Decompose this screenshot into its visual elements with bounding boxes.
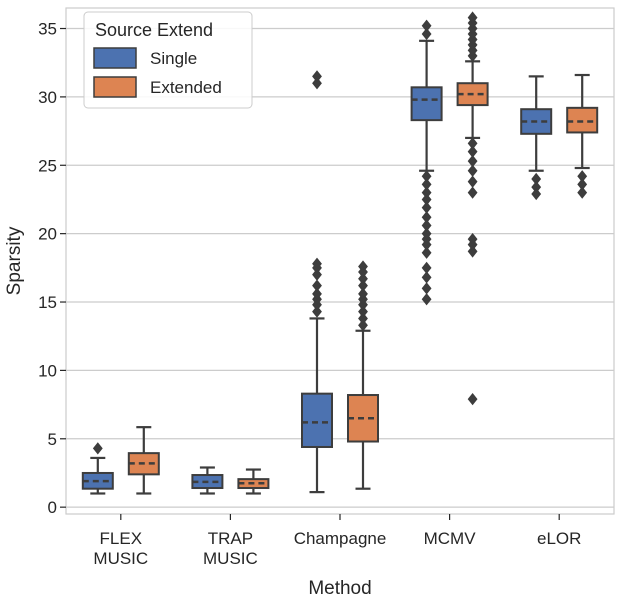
outlier-point <box>531 187 542 201</box>
outlier-point <box>421 178 432 191</box>
outlier-point <box>467 137 478 150</box>
outlier-point <box>577 186 588 199</box>
outlier-point <box>467 145 478 158</box>
outlier-point <box>312 268 322 281</box>
outlier-point <box>312 257 322 270</box>
outlier-point <box>467 245 478 258</box>
iqr-box <box>301 392 333 448</box>
box-extended-champagne <box>347 260 379 490</box>
outlier-point <box>312 279 322 292</box>
outlier-point <box>467 392 478 406</box>
y-tick-label: 25 <box>38 156 57 175</box>
y-tick-label: 5 <box>48 430 57 449</box>
outlier-point <box>421 186 432 199</box>
outlier-point <box>358 287 368 300</box>
outlier-point <box>421 201 432 214</box>
legend: Source Extend Single Extended <box>83 11 253 109</box>
outlier-point <box>312 305 322 318</box>
outlier-point <box>358 312 368 325</box>
outlier-point <box>467 175 478 188</box>
axis-ticks: 0 5 10 15 20 25 30 35 FLEX MUSIC TRAP MUSIC Champagn… <box>38 20 581 568</box>
box-extended-elor <box>566 73 599 199</box>
y-tick-label: 30 <box>38 88 57 107</box>
outlier-point <box>421 246 432 259</box>
y-tick-label: 20 <box>38 225 57 244</box>
x-tick-label-flex-music: FLEX MUSIC <box>93 529 148 568</box>
outlier-point <box>312 70 322 83</box>
outlier-point <box>421 19 432 32</box>
outlier-point <box>467 186 478 199</box>
box-series <box>81 11 599 495</box>
x-tick-label-trap-music: TRAP MUSIC <box>203 529 258 568</box>
y-tick-label: 0 <box>48 498 57 517</box>
iqr-box <box>410 86 443 122</box>
box-single-champagne <box>301 70 333 494</box>
outlier-point <box>421 227 432 240</box>
box-single-flex-music <box>81 442 114 495</box>
outlier-point <box>467 155 478 168</box>
outlier-point <box>312 77 322 90</box>
x-tick-label-champagne: Champagne <box>294 529 387 548</box>
box-single-trap-music <box>191 466 224 495</box>
legend-title: Source Extend <box>95 20 213 40</box>
box-extended-flex-music <box>127 426 160 495</box>
outlier-point <box>421 27 432 41</box>
y-axis-label: Sparsity <box>4 226 25 295</box>
outlier-point <box>421 282 432 295</box>
box-single-elor <box>520 75 553 201</box>
outlier-point <box>421 261 432 274</box>
y-tick-label: 10 <box>38 361 57 380</box>
legend-label-single: Single <box>150 49 197 68</box>
outlier-point <box>421 293 432 306</box>
y-tick-label: 35 <box>38 20 57 39</box>
outlier-point <box>358 272 368 285</box>
outlier-point <box>358 260 368 273</box>
outlier-point <box>421 193 432 206</box>
legend-label-extended: Extended <box>150 78 222 97</box>
outlier-point <box>358 319 368 332</box>
legend-swatch-extended <box>93 76 137 98</box>
outlier-point <box>421 271 432 284</box>
x-axis-label: Method <box>308 578 371 599</box>
box-extended-mcmv <box>456 11 489 406</box>
outlier-point <box>92 442 103 455</box>
outlier-point <box>421 170 432 183</box>
outlier-point <box>358 305 368 318</box>
outlier-point <box>467 11 478 24</box>
outlier-point <box>312 287 322 300</box>
outlier-point <box>358 279 368 292</box>
outlier-point <box>421 219 432 232</box>
box-single-mcmv <box>410 19 443 306</box>
outlier-point <box>467 232 478 246</box>
x-tick-label-mcmv: MCMV <box>424 529 477 548</box>
iqr-box <box>566 106 599 134</box>
legend-swatch-single <box>93 47 137 69</box>
x-tick-label-elor: eLOR <box>537 529 581 548</box>
outlier-point <box>421 211 432 224</box>
outlier-point <box>467 164 478 177</box>
y-tick-label: 15 <box>38 293 57 312</box>
box-extended-trap-music <box>237 468 270 495</box>
